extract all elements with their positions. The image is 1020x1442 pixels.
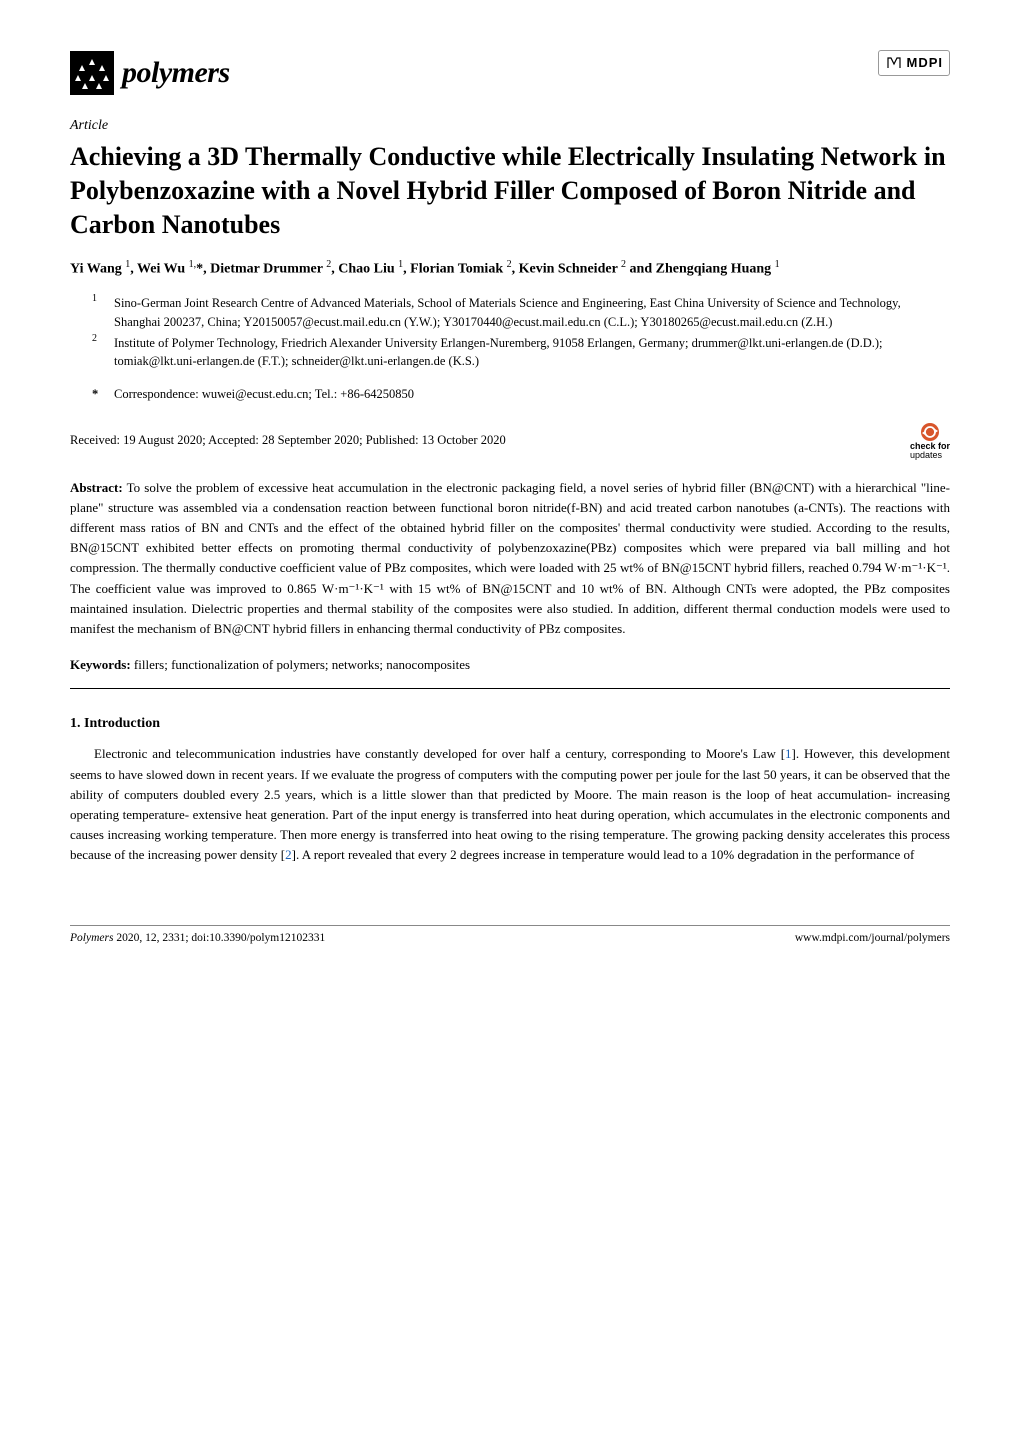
- check-updates-icon: [920, 422, 940, 442]
- affiliations-list: 1Sino-German Joint Research Centre of Ad…: [92, 294, 950, 371]
- journal-name: polymers: [122, 50, 230, 95]
- journal-logo: polymers: [70, 50, 230, 95]
- section-divider: [70, 688, 950, 689]
- affiliation-number: 2: [92, 331, 114, 369]
- abstract: Abstract: To solve the problem of excess…: [70, 478, 950, 639]
- authors-list: Yi Wang 1, Wei Wu 1,*, Dietmar Drummer 2…: [70, 257, 950, 280]
- abstract-label: Abstract:: [70, 480, 123, 495]
- correspondence-marker: *: [92, 385, 114, 404]
- publication-dates: Received: 19 August 2020; Accepted: 28 S…: [70, 431, 506, 450]
- footer-left: Polymers 2020, 12, 2331; doi:10.3390/pol…: [70, 930, 325, 947]
- para-text-1: Electronic and telecommunication industr…: [94, 746, 785, 761]
- footer-right: www.mdpi.com/journal/polymers: [795, 930, 950, 947]
- affiliation-item: 2Institute of Polymer Technology, Friedr…: [92, 334, 950, 372]
- correspondence-text: Correspondence: wuwei@ecust.edu.cn; Tel.…: [114, 385, 414, 404]
- article-type: Article: [70, 115, 950, 136]
- footer: Polymers 2020, 12, 2331; doi:10.3390/pol…: [70, 925, 950, 947]
- publisher-name: MDPI: [907, 53, 944, 73]
- mdpi-icon: [885, 54, 903, 72]
- updates-label: updates: [910, 450, 942, 460]
- mdpi-logo: MDPI: [878, 50, 951, 76]
- affiliation-number: 1: [92, 291, 114, 329]
- check-updates-badge[interactable]: check for updates: [910, 422, 950, 460]
- affiliation-text: Institute of Polymer Technology, Friedri…: [114, 334, 950, 372]
- footer-citation: 2020, 12, 2331; doi:10.3390/polym1210233…: [116, 932, 325, 944]
- affiliation-text: Sino-German Joint Research Centre of Adv…: [114, 294, 950, 332]
- keywords-label: Keywords:: [70, 657, 131, 672]
- para-text-3: ]. A report revealed that every 2 degree…: [292, 847, 915, 862]
- header-row: polymers MDPI: [70, 50, 950, 95]
- keywords: Keywords: fillers; functionalization of …: [70, 655, 950, 675]
- check-updates-text: check for updates: [910, 442, 950, 460]
- correspondence: * Correspondence: wuwei@ecust.edu.cn; Te…: [92, 385, 950, 404]
- dates-row: Received: 19 August 2020; Accepted: 28 S…: [70, 422, 950, 460]
- para-text-2: ]. However, this development seems to ha…: [70, 746, 950, 862]
- intro-paragraph: Electronic and telecommunication industr…: [70, 744, 950, 865]
- footer-journal: Polymers: [70, 932, 113, 944]
- keywords-text: fillers; functionalization of polymers; …: [134, 657, 470, 672]
- abstract-text: To solve the problem of excessive heat a…: [70, 480, 950, 636]
- article-title: Achieving a 3D Thermally Conductive whil…: [70, 140, 950, 241]
- affiliation-item: 1Sino-German Joint Research Centre of Ad…: [92, 294, 950, 332]
- section-heading-intro: 1. Introduction: [70, 713, 950, 734]
- polymers-icon: [70, 51, 114, 95]
